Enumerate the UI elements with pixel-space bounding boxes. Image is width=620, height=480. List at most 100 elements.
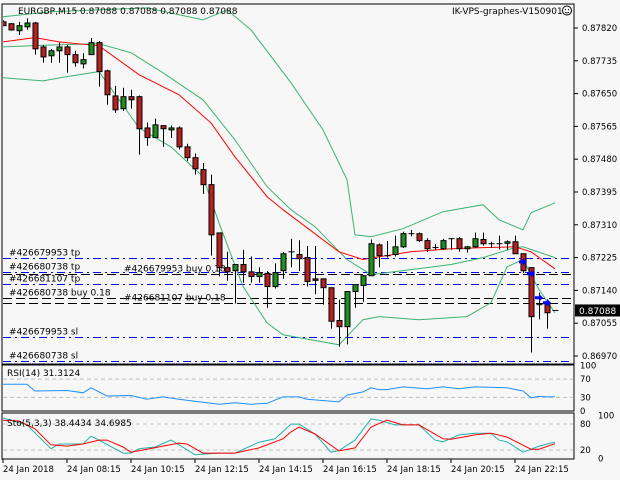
position-line-label: #426681107 buy 0.18 (124, 294, 226, 304)
stochastic-panel-frame (1, 412, 575, 460)
price-tick-label: 0.87650 (582, 90, 617, 100)
rsi-plot (3, 378, 573, 405)
bull-candle-body (56, 46, 63, 52)
bull-candle-body (232, 264, 239, 272)
bull-candle-body (256, 272, 263, 278)
stochastic-axis-label: 20 (580, 446, 591, 456)
candle (480, 232, 487, 246)
candle (280, 251, 287, 279)
bear-candle-body (312, 278, 319, 281)
candle (528, 267, 535, 353)
candle (320, 278, 327, 305)
candle (384, 241, 391, 258)
time-tick-label: 24 Jan 20:15 (451, 465, 505, 475)
bull-candle-body (80, 59, 87, 65)
symbol-info: EURGBP,M15 0.87088 0.87088 0.87088 0.870… (18, 7, 238, 17)
candle (3, 20, 7, 27)
price-tick-label: 0.87735 (582, 57, 617, 67)
rsi-axis-label: 100 (580, 362, 596, 372)
candle (448, 237, 455, 250)
bear-candle-body (64, 46, 71, 56)
price-tick-label: 0.87225 (582, 254, 617, 264)
trade-arrow-icon[interactable] (527, 269, 535, 278)
bear-candle-body (512, 241, 519, 255)
smiley-face-icon[interactable] (562, 5, 572, 16)
bear-candle-body (416, 233, 423, 242)
bull-candle-body (360, 275, 367, 286)
candle (296, 240, 303, 272)
candle (368, 239, 375, 277)
candle (168, 125, 175, 138)
current-price-label: 0.87088 (579, 307, 616, 317)
bull-candle-body (400, 233, 407, 248)
bear-candle-body (336, 319, 343, 328)
price-tick-label: 0.87480 (582, 155, 617, 165)
time-tick-label: 24 Jan 16:15 (323, 465, 377, 475)
stochastic-signal-line (3, 419, 556, 454)
trade-arrow-icon[interactable] (535, 293, 543, 302)
candle (208, 174, 215, 256)
rsi-panel-frame (1, 364, 575, 412)
bull-candle-body (368, 243, 375, 277)
bear-candle-body (112, 95, 119, 111)
candle (352, 284, 359, 308)
candle (456, 237, 463, 252)
candle (192, 153, 199, 175)
bear-candle-body (136, 96, 143, 130)
stochastic-plot (3, 417, 573, 456)
candle (232, 264, 239, 304)
position-line-label: #426679953 buy 0.18 (124, 265, 226, 275)
time-tick-label: 24 Jan 18:15 (387, 465, 441, 475)
trade-arrow-icon[interactable] (543, 298, 551, 307)
bear-candle-body (32, 22, 39, 50)
bear-candle-body (192, 157, 199, 170)
bear-candle-body (424, 240, 431, 250)
bull-candle-body (464, 246, 471, 250)
bull-candle-body (120, 96, 127, 110)
candle (144, 122, 151, 146)
price-tick-label: 0.87820 (582, 24, 617, 34)
price-tick-label: 0.87055 (582, 319, 617, 329)
candle (48, 48, 55, 63)
trade-arrow-icon[interactable] (519, 257, 527, 266)
bear-candle-body (480, 238, 487, 245)
position-line-label: #426680738 buy 0.18 (9, 289, 111, 299)
bull-candle-body (272, 272, 279, 288)
time-tick-label: 24 Jan 12:15 (195, 465, 249, 475)
candle (160, 125, 167, 147)
bear-candle-body (304, 257, 311, 283)
candle (272, 263, 279, 289)
bear-candle-body (3, 21, 7, 27)
price-tick-label: 0.87395 (582, 188, 617, 198)
bear-candle-body (96, 42, 103, 73)
bull-candle-body (88, 42, 95, 56)
rsi-line (3, 383, 556, 405)
bear-candle-body (240, 264, 247, 273)
candle (472, 232, 479, 248)
candle (504, 240, 511, 250)
candle (440, 238, 447, 250)
rsi-title: RSI(14) 31.3124 (7, 369, 80, 379)
bollinger-upper-line (3, 7, 556, 238)
candle (248, 256, 255, 283)
bear-candle-body (296, 254, 303, 260)
bear-candle-body (264, 272, 271, 288)
bear-candle-body (248, 271, 255, 278)
stochastic-axis-label: 0 (598, 455, 603, 465)
candle (184, 143, 191, 162)
bear-candle-body (40, 46, 47, 58)
candle (392, 235, 399, 257)
candle (424, 238, 431, 252)
candle (96, 41, 103, 87)
candle (32, 21, 39, 55)
price-tick-label: 0.87565 (582, 122, 617, 132)
candle (16, 21, 23, 35)
candle (200, 163, 207, 194)
bear-candle-body (328, 287, 335, 322)
stochastic-title: Sto(5,3,3) 38.4434 34.6985 (7, 419, 132, 429)
bear-candle-body (200, 169, 207, 186)
stochastic-main-line (3, 417, 556, 456)
candle (88, 38, 95, 56)
